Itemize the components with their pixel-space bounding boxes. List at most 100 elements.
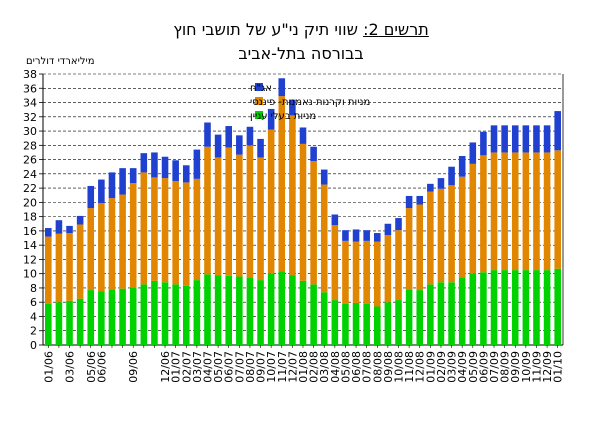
bar-segment xyxy=(384,302,392,345)
bar-segment xyxy=(405,289,413,345)
bar-segment xyxy=(151,152,158,178)
bar-segment xyxy=(151,177,158,281)
bar-segment xyxy=(533,125,540,153)
x-tick-label: 04/07 xyxy=(201,351,214,383)
y-tick-label: 2 xyxy=(30,325,37,338)
x-tick-label: 09/07 xyxy=(255,351,268,383)
bar-segment xyxy=(533,270,540,345)
bar-segment xyxy=(257,157,264,281)
bar-segment xyxy=(522,270,530,345)
bar-segment xyxy=(98,179,105,204)
bar-segment xyxy=(427,191,434,285)
bar-segment xyxy=(119,194,126,289)
bar-segment xyxy=(480,272,487,345)
bar-segment xyxy=(352,302,360,345)
bar-segment xyxy=(427,183,434,192)
y-tick-label: 18 xyxy=(23,211,37,224)
x-tick-label: 03/06 xyxy=(64,351,77,383)
bar-segment xyxy=(98,203,105,292)
bar-segment xyxy=(45,303,52,345)
bar-segment xyxy=(373,241,381,307)
y-tick-label: 20 xyxy=(23,196,37,209)
bar-segment xyxy=(289,275,296,345)
bar-segment xyxy=(363,303,370,345)
x-tick-label: 05/06 xyxy=(85,351,98,383)
bar-segment xyxy=(543,152,551,271)
legend-swatch xyxy=(255,97,263,105)
legend-swatch xyxy=(255,83,263,91)
x-tick-label: 10/07 xyxy=(265,351,278,383)
x-tick-label: 03/09 xyxy=(446,351,459,383)
bar-segment xyxy=(66,233,73,301)
bar-segment xyxy=(140,284,148,345)
legend-label: מניות וקרנות נאמנות- פיננסי xyxy=(250,97,370,108)
bar-segment xyxy=(193,280,201,345)
bar-segment xyxy=(342,230,349,241)
bar-segment xyxy=(182,285,190,345)
bar-segment xyxy=(543,125,551,153)
bar-segment xyxy=(331,225,339,301)
bar-segment xyxy=(299,127,307,144)
bar-segment xyxy=(246,126,254,146)
bar-segment xyxy=(437,282,445,345)
bar-segment xyxy=(363,230,370,241)
y-tick-label: 22 xyxy=(23,182,37,195)
x-tick-label: 01/10 xyxy=(552,351,565,383)
bar-segment xyxy=(416,290,424,345)
x-tick-label: 11/07 xyxy=(276,351,289,383)
bar-segment xyxy=(395,218,402,231)
bar-segment xyxy=(108,172,116,199)
y-tick-label: 34 xyxy=(23,97,37,110)
x-tick-label: 04/08 xyxy=(329,351,342,383)
bar-segment xyxy=(87,208,95,291)
bar-segment xyxy=(55,233,63,303)
bar-segment xyxy=(214,134,222,158)
chart-title-prefix: תרשים 2: xyxy=(363,20,429,39)
x-tick-label: 01/06 xyxy=(42,351,55,383)
bar-segment xyxy=(87,185,95,209)
bar-segment xyxy=(66,300,73,345)
bar-segment xyxy=(448,282,455,345)
bar-segment xyxy=(193,178,201,281)
bar-segment xyxy=(204,146,211,275)
bar-segment xyxy=(140,153,148,173)
bar-segment xyxy=(45,228,52,237)
chart-title-line2: בבורסה בתל-אביב xyxy=(238,44,364,63)
bar-segment xyxy=(458,277,466,345)
bar-segment xyxy=(236,154,243,277)
bar-segment xyxy=(66,225,73,234)
bar-segment xyxy=(161,156,169,179)
x-tick-label: 06/08 xyxy=(350,351,363,383)
bar-segment xyxy=(267,273,275,345)
bar-segment xyxy=(469,273,477,345)
bar-segment xyxy=(533,152,540,271)
bar-segment xyxy=(490,152,498,271)
bar-segment xyxy=(236,276,243,345)
bar-segment xyxy=(108,198,116,290)
bar-segment xyxy=(225,275,233,345)
bar-segment xyxy=(405,208,413,290)
bar-segment xyxy=(299,143,307,281)
bar-segment xyxy=(246,145,254,278)
bar-segment xyxy=(522,152,530,271)
bar-segment xyxy=(278,271,286,345)
x-tick-label: 07/07 xyxy=(233,351,246,383)
y-axis-unit-label: מיליארדי דולרים xyxy=(26,56,95,67)
y-tick-label: 24 xyxy=(23,168,37,181)
bar-segment xyxy=(172,160,179,181)
bar-segment xyxy=(310,146,317,162)
y-tick-label: 0 xyxy=(30,339,37,352)
bar-segment xyxy=(267,108,275,130)
y-tick-label: 14 xyxy=(23,239,37,252)
bar-segment xyxy=(501,152,508,271)
x-tick-label: 07/09 xyxy=(488,351,501,383)
x-tick-label: 01/07 xyxy=(170,351,183,383)
bar-segment xyxy=(98,291,105,345)
x-tick-label: 01/08 xyxy=(297,351,310,383)
x-tick-label: 12/06 xyxy=(159,351,172,383)
bar-segment xyxy=(310,284,317,345)
bar-segment xyxy=(363,240,370,304)
x-tick-label: 04/09 xyxy=(456,351,469,383)
x-tick-label: 08/09 xyxy=(499,351,512,383)
